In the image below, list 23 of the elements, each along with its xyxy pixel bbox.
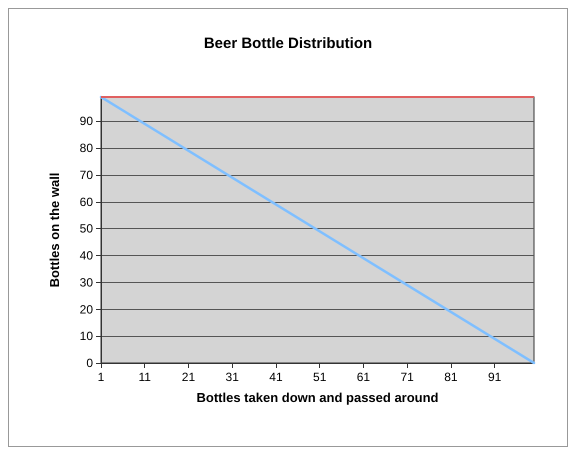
- x-tick-label: 61: [356, 370, 370, 384]
- x-tick-label: 81: [444, 370, 458, 384]
- y-tick-label: 30: [80, 275, 94, 290]
- x-tick-label: 31: [226, 370, 240, 384]
- x-tick-label: 21: [182, 370, 196, 384]
- y-tick-label: 60: [80, 194, 94, 209]
- y-tick-label: 90: [80, 114, 94, 128]
- y-tick-label: 70: [80, 168, 94, 182]
- x-tick-label: 71: [400, 370, 414, 384]
- x-axis-title: Bottles taken down and passed around: [196, 390, 439, 405]
- y-tick-label: 10: [80, 329, 94, 344]
- y-tick-label: 50: [80, 222, 94, 236]
- x-tick-label: 11: [138, 370, 152, 384]
- y-tick-label: 0: [86, 356, 94, 370]
- x-tick-label: 91: [488, 370, 502, 384]
- x-tick-label: 51: [313, 370, 327, 384]
- y-axis-title: Bottles on the wall: [47, 172, 62, 288]
- chart-title: Beer Bottle Distribution: [204, 35, 372, 52]
- y-tick-label: 80: [80, 141, 94, 156]
- x-tick-label: 1: [98, 370, 105, 384]
- x-tick-label: 41: [269, 370, 283, 384]
- y-tick-label: 20: [80, 302, 94, 316]
- y-tick-label: 40: [80, 248, 94, 263]
